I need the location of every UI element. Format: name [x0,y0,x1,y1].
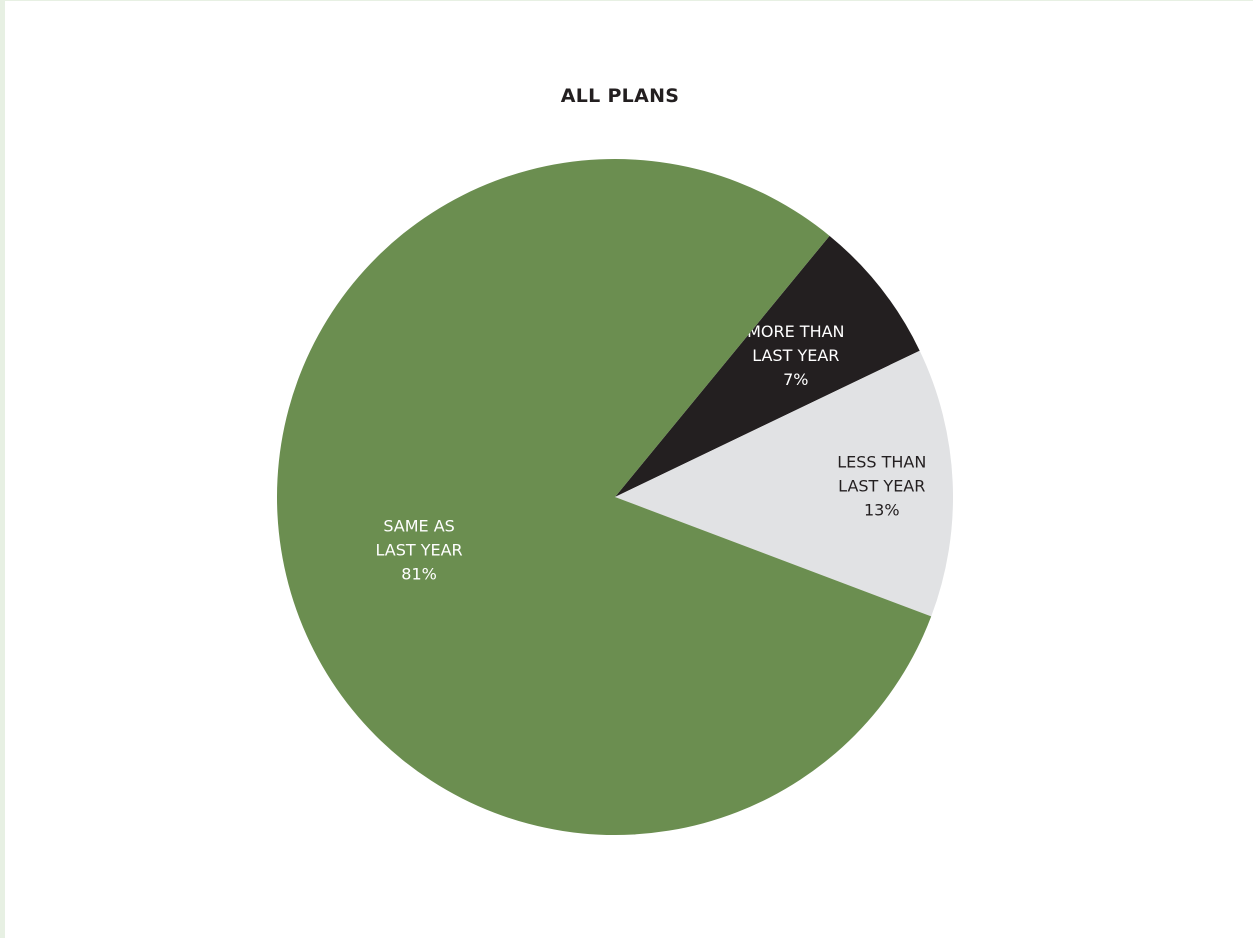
slice-name-label: LESS THAN [837,452,926,471]
pie-chart: MORE THAN LAST YEAR 7% LESS THAN LAST YEAR 13… [277,159,953,835]
slice-name-label: LAST YEAR [752,346,839,365]
pie-slice-less-than-last-year [615,350,953,617]
slice-name-label: SAME AS [383,516,455,535]
slice-value-label: 13% [864,500,900,519]
pie-slice-same-as-last-year [277,159,932,835]
chart-title: ALL PLANS [560,85,680,107]
slice-name-label: MORE THAN [747,322,844,341]
slice-value-label: 7% [783,370,808,389]
slice-value-label: 81% [401,564,437,583]
pie-slice-more-than-last-year [615,235,920,498]
slice-name-label: LAST YEAR [375,540,462,559]
slice-name-label: LAST YEAR [838,476,925,495]
